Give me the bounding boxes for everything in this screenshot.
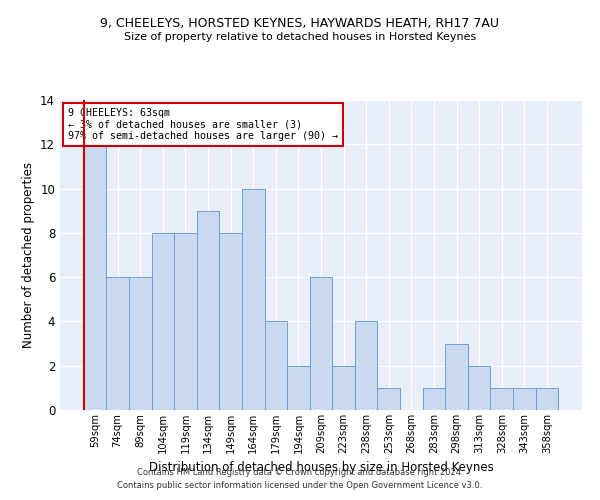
Bar	[287, 366, 310, 410]
Bar	[106, 277, 129, 410]
Bar	[536, 388, 558, 410]
Bar	[174, 233, 197, 410]
Bar	[468, 366, 490, 410]
Bar	[355, 322, 377, 410]
Bar	[513, 388, 536, 410]
Bar	[310, 277, 332, 410]
Bar	[265, 322, 287, 410]
Text: 9, CHEELEYS, HORSTED KEYNES, HAYWARDS HEATH, RH17 7AU: 9, CHEELEYS, HORSTED KEYNES, HAYWARDS HE…	[101, 18, 499, 30]
Text: Contains public sector information licensed under the Open Government Licence v3: Contains public sector information licen…	[118, 480, 482, 490]
Bar	[242, 188, 265, 410]
Bar	[84, 144, 106, 410]
Bar	[445, 344, 468, 410]
Bar	[422, 388, 445, 410]
Bar	[197, 210, 220, 410]
Bar	[377, 388, 400, 410]
Bar	[332, 366, 355, 410]
X-axis label: Distribution of detached houses by size in Horsted Keynes: Distribution of detached houses by size …	[149, 462, 493, 474]
Text: Size of property relative to detached houses in Horsted Keynes: Size of property relative to detached ho…	[124, 32, 476, 42]
Bar	[490, 388, 513, 410]
Text: Contains HM Land Registry data © Crown copyright and database right 2024.: Contains HM Land Registry data © Crown c…	[137, 468, 463, 477]
Text: 9 CHEELEYS: 63sqm
← 3% of detached houses are smaller (3)
97% of semi-detached h: 9 CHEELEYS: 63sqm ← 3% of detached house…	[68, 108, 338, 141]
Bar	[129, 277, 152, 410]
Bar	[220, 233, 242, 410]
Bar	[152, 233, 174, 410]
Y-axis label: Number of detached properties: Number of detached properties	[22, 162, 35, 348]
